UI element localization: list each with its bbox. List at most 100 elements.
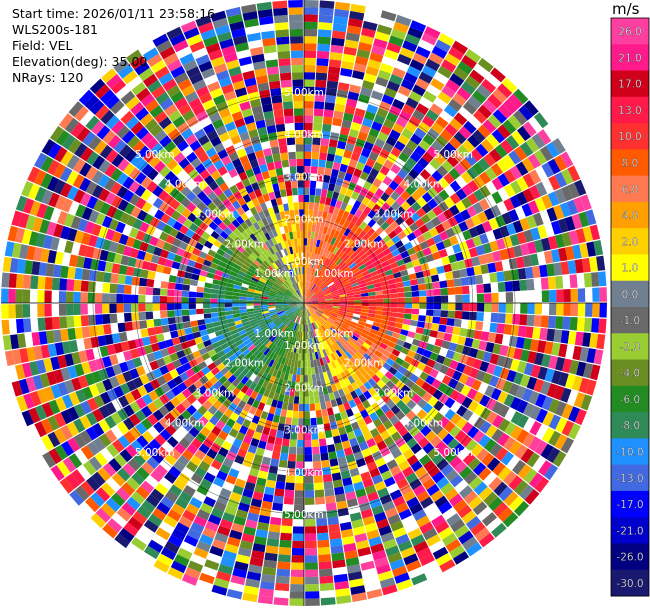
gate-cell [563, 289, 571, 302]
gate-cell [267, 238, 275, 247]
gate-cell [87, 281, 96, 293]
gate-cell [318, 335, 324, 343]
gate-cell [194, 466, 207, 478]
gate-cell [270, 176, 278, 185]
gate-cell [232, 288, 241, 293]
gate-cell [452, 243, 462, 254]
gate-cell [360, 508, 374, 519]
gate-cell [582, 226, 594, 242]
gate-cell [114, 533, 131, 549]
gate-cell [289, 231, 294, 240]
gate-cell [466, 267, 475, 277]
gate-cell [331, 291, 339, 296]
gate-cell [21, 410, 34, 427]
gate-cell [317, 43, 331, 52]
gate-cell [519, 484, 534, 500]
gate-cell [242, 70, 256, 80]
gate-cell [346, 135, 357, 145]
gate-cell [46, 159, 60, 176]
gate-cell [102, 462, 117, 477]
gate-cell [554, 401, 567, 417]
gate-cell [311, 276, 316, 284]
gate-cell [347, 230, 355, 239]
gate-cell [316, 417, 324, 425]
gate-cell [351, 592, 367, 603]
gate-cell [411, 573, 428, 586]
gate-cell [134, 61, 150, 76]
gate-cell [286, 468, 296, 476]
gate-cell [312, 460, 322, 469]
gate-cell [328, 451, 337, 460]
gate-cell [176, 140, 189, 152]
gate-cell [290, 576, 304, 585]
gate-cell [354, 209, 363, 219]
gate-cell [150, 469, 164, 483]
gate-cell [570, 288, 579, 302]
gate-cell [311, 301, 319, 303]
gate-cell [311, 224, 317, 232]
gate-cell [422, 527, 438, 541]
gate-cell [289, 209, 295, 218]
gate-cell [280, 532, 292, 541]
gate-cell [106, 388, 118, 402]
gate-cell [316, 308, 324, 313]
gate-cell [503, 169, 516, 184]
gate-cell [361, 27, 376, 38]
gate-cell [297, 309, 302, 317]
gate-cell [319, 394, 325, 403]
gate-cell [360, 87, 373, 97]
gate-cell [236, 245, 245, 254]
gate-cell [331, 472, 342, 481]
gate-cell [459, 485, 473, 499]
gate-cell [88, 456, 103, 471]
gate-cell [146, 181, 158, 193]
gate-cell [151, 142, 164, 156]
gate-cell [266, 184, 274, 194]
gate-cell [245, 370, 254, 379]
gate-cell [247, 444, 258, 454]
gate-cell [366, 438, 377, 448]
gate-cell [306, 309, 310, 317]
gate-cell [274, 243, 281, 252]
gate-cell [304, 28, 318, 37]
gate-cell [332, 191, 340, 200]
gate-cell [254, 484, 265, 494]
gate-cell [375, 306, 384, 311]
gate-cell [427, 198, 438, 210]
gate-cell [366, 104, 379, 115]
gate-cell [348, 18, 363, 28]
gate-cell [355, 161, 366, 171]
gate-cell [414, 448, 427, 461]
gate-cell [361, 196, 371, 206]
gate-cell [419, 355, 430, 365]
gate-cell [248, 191, 257, 201]
gate-cell [339, 298, 348, 301]
gate-cell [436, 458, 449, 471]
gate-cell [326, 190, 334, 199]
gate-cell [376, 303, 384, 307]
gate-cell [233, 284, 242, 290]
gate-cell [231, 111, 244, 122]
gate-cell [182, 321, 192, 329]
gate-cell [426, 534, 442, 547]
gate-cell [216, 248, 226, 257]
gate-cell [170, 65, 186, 79]
gate-cell [327, 73, 340, 82]
gate-cell [408, 115, 422, 128]
gate-cell [221, 83, 234, 95]
gate-cell [472, 129, 486, 143]
gate-cell [412, 109, 426, 121]
gate-cell [145, 225, 156, 236]
gate-cell [277, 291, 285, 296]
gate-cell [188, 238, 198, 248]
gate-cell [313, 286, 319, 293]
gate-cell [293, 292, 299, 299]
gate-cell [58, 113, 74, 130]
gate-cell [208, 180, 219, 191]
gate-cell [363, 381, 373, 391]
gate-cell [339, 242, 347, 251]
gate-cell [362, 399, 371, 409]
gate-cell [519, 217, 531, 231]
gate-cell [446, 155, 459, 168]
gate-cell [341, 264, 349, 272]
